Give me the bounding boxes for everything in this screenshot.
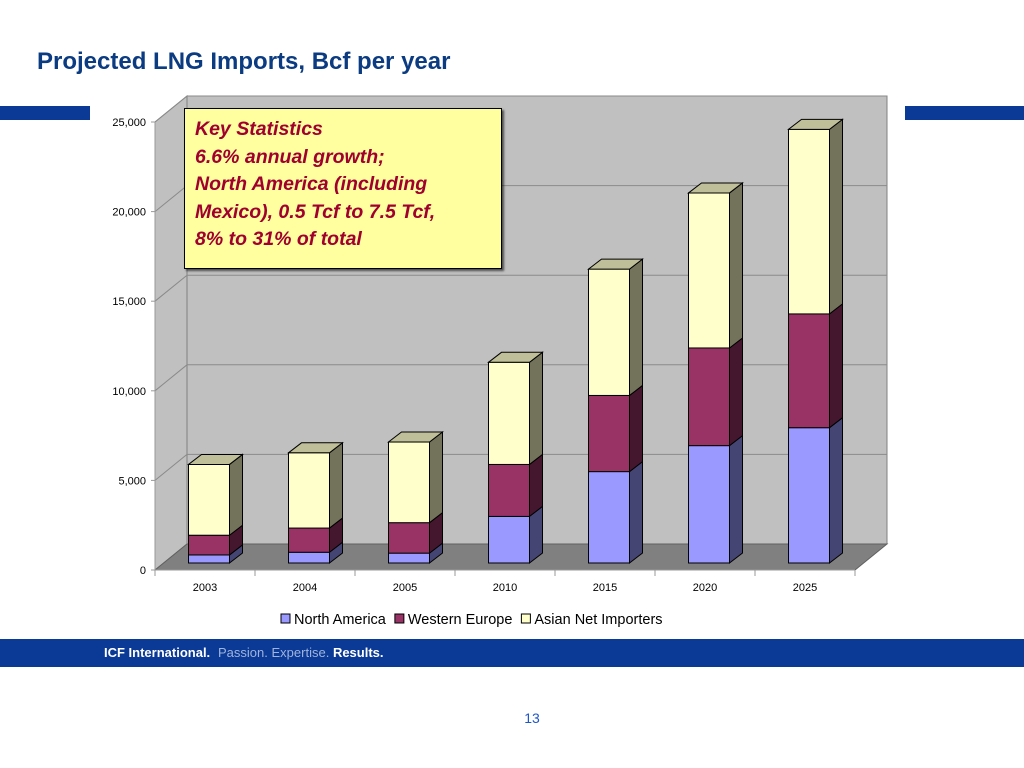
bar-north-america xyxy=(588,471,630,564)
bar-side-asian-net-importers xyxy=(429,431,443,524)
bar-side-asian-net-importers xyxy=(829,118,843,315)
gridline xyxy=(154,364,887,392)
bar-western-europe xyxy=(488,463,530,517)
x-tick-label: 2010 xyxy=(493,582,517,594)
key-statistics-line: North America (including xyxy=(195,173,428,195)
bar-asian-net-importers xyxy=(488,361,530,465)
bar-top-asian-net-importers xyxy=(687,182,744,194)
footer-brand: ICF International. xyxy=(104,645,211,660)
x-tick-label: 2025 xyxy=(793,582,817,594)
y-tick-label: 25,000 xyxy=(112,117,146,129)
bar-top-asian-net-importers xyxy=(187,453,244,465)
x-tick-label: 2015 xyxy=(593,582,617,594)
bar-asian-net-importers xyxy=(288,452,330,529)
bar-north-america xyxy=(688,445,730,564)
bar-top-asian-net-importers xyxy=(787,118,844,130)
gridline xyxy=(154,95,887,123)
footer-tagline-expertise: Expertise. xyxy=(271,645,330,660)
bar-side-western-europe xyxy=(829,302,843,429)
bar-western-europe xyxy=(688,347,730,447)
bar-top-asian-net-importers xyxy=(487,351,544,363)
bar-side-western-europe xyxy=(729,336,743,447)
bar-asian-net-importers xyxy=(188,463,230,536)
bar-side-asian-net-importers xyxy=(329,441,343,530)
bar-side-north-america xyxy=(729,434,743,565)
bar-asian-net-importers xyxy=(588,268,630,396)
lng-imports-chart: 0 5,000 10,000 15,000 20,000 25,000 2003 2004 20… xyxy=(112,94,889,628)
bar-western-europe xyxy=(188,534,230,556)
legend-swatch xyxy=(520,613,531,624)
bar-top-asian-net-importers xyxy=(587,258,644,270)
bar-side-north-america xyxy=(829,416,843,565)
bar-asian-net-importers xyxy=(788,128,830,315)
bar-side-asian-net-importers xyxy=(229,453,243,537)
key-statistics-line: 8% to 31% of total xyxy=(195,228,362,250)
bar-north-america xyxy=(288,551,330,564)
key-statistics-line: Mexico), 0.5 Tcf to 7.5 Tcf, xyxy=(195,200,436,223)
bar-north-america xyxy=(488,515,530,564)
y-tick-label: 5,000 xyxy=(118,475,146,487)
accent-bar-left xyxy=(0,106,90,120)
bar-side-asian-net-importers xyxy=(629,258,643,397)
footer-tagline-passion: Passion. xyxy=(218,645,268,660)
accent-bar-right xyxy=(905,106,1024,120)
y-tick-label: 15,000 xyxy=(112,296,146,308)
bar-side-western-europe xyxy=(529,453,543,518)
bar-north-america xyxy=(188,554,230,564)
x-tick-label: 2004 xyxy=(293,582,317,594)
bar-side-asian-net-importers xyxy=(729,181,743,349)
bar-side-north-america xyxy=(629,460,643,565)
x-tick-label: 2020 xyxy=(693,582,717,594)
x-tick-label: 2003 xyxy=(193,582,217,594)
x-tick-label: 2005 xyxy=(393,582,417,594)
bar-asian-net-importers xyxy=(688,192,730,349)
footer-tagline: Passion. Expertise. Results. xyxy=(218,645,384,660)
bar-western-europe xyxy=(288,527,330,553)
bar-western-europe xyxy=(588,394,630,473)
y-tick-label: 20,000 xyxy=(112,207,146,219)
legend-label: North America xyxy=(294,612,387,628)
bar-western-europe xyxy=(388,522,430,554)
legend-label: Asian Net Importers xyxy=(534,612,662,628)
legend-swatch xyxy=(280,613,291,624)
footer-bar: ICF International. Passion. Expertise. R… xyxy=(0,639,1024,667)
chart-side-wall xyxy=(154,94,188,572)
bar-top-asian-net-importers xyxy=(387,431,444,443)
key-statistics-box: Key Statistics 6.6% annual growth; North… xyxy=(184,108,502,269)
gridline xyxy=(154,274,887,302)
y-tick-label: 10,000 xyxy=(112,386,146,398)
bar-north-america xyxy=(788,427,830,564)
legend-label: Western Europe xyxy=(408,612,513,628)
page-number: 13 xyxy=(524,710,540,726)
bar-asian-net-importers xyxy=(388,441,430,524)
gridline xyxy=(154,453,887,481)
y-tick-label: 0 xyxy=(140,565,146,577)
legend-swatch xyxy=(394,613,405,624)
bar-north-america xyxy=(388,552,430,564)
key-statistics-line: 6.6% annual growth; xyxy=(195,145,385,168)
footer-tagline-results: Results. xyxy=(332,645,384,660)
bar-western-europe xyxy=(788,313,830,429)
key-statistics-heading: Key Statistics xyxy=(195,118,323,140)
bar-top-asian-net-importers xyxy=(287,442,344,454)
bar-side-western-europe xyxy=(629,384,643,473)
bar-side-asian-net-importers xyxy=(529,351,543,466)
slide-title: Projected LNG Imports, Bcf per year xyxy=(37,48,451,75)
